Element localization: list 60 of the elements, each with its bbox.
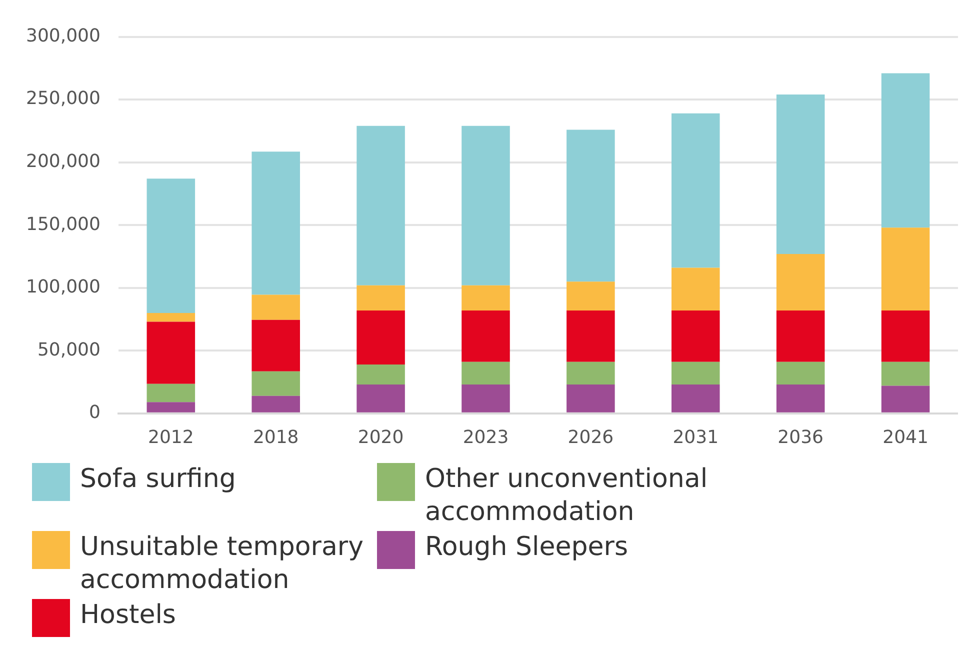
bar bbox=[146, 178, 196, 313]
x-tick-label: 2018 bbox=[252, 426, 299, 448]
bar bbox=[356, 126, 405, 286]
x-tick-label: 2031 bbox=[672, 426, 719, 448]
bar bbox=[881, 310, 930, 362]
y-tick-label: 100,000 bbox=[26, 276, 100, 298]
bar bbox=[356, 310, 405, 364]
y-tick-label: 250,000 bbox=[26, 88, 100, 110]
bar bbox=[776, 94, 825, 254]
bar bbox=[881, 386, 930, 412]
bar bbox=[776, 254, 825, 310]
bar bbox=[462, 310, 510, 362]
bar bbox=[672, 268, 720, 310]
x-tick-label: 2026 bbox=[568, 426, 614, 448]
bar bbox=[146, 312, 196, 322]
legend-label: Sofa surfing bbox=[80, 463, 236, 496]
bar bbox=[252, 152, 300, 295]
bar bbox=[881, 228, 930, 310]
legend-label: Hostels bbox=[80, 599, 176, 632]
y-tick-label: 50,000 bbox=[37, 339, 100, 360]
bar bbox=[252, 294, 300, 320]
bar bbox=[776, 384, 825, 412]
bar bbox=[566, 362, 615, 385]
bar bbox=[566, 282, 615, 310]
bar bbox=[462, 384, 510, 412]
bar bbox=[462, 126, 510, 286]
bar bbox=[881, 362, 930, 386]
bar bbox=[356, 285, 405, 310]
x-tick-label: 2020 bbox=[358, 426, 404, 448]
bar bbox=[566, 310, 615, 362]
legend-label: Rough Sleepers bbox=[425, 531, 628, 564]
bar bbox=[672, 113, 720, 268]
bar bbox=[672, 362, 720, 385]
bar bbox=[146, 402, 196, 412]
y-tick-label: 0 bbox=[88, 402, 100, 424]
x-tick-label: 2012 bbox=[148, 426, 194, 448]
bar bbox=[672, 384, 720, 412]
bar bbox=[146, 384, 196, 402]
x-tick-label: 2023 bbox=[462, 426, 509, 448]
bar bbox=[672, 310, 720, 362]
bar bbox=[146, 322, 196, 384]
bar bbox=[462, 362, 510, 385]
bar bbox=[462, 285, 510, 310]
bar bbox=[356, 384, 405, 412]
y-tick-label: 150,000 bbox=[26, 214, 100, 235]
bar bbox=[356, 364, 405, 385]
bar bbox=[776, 310, 825, 362]
x-tick-label: 2041 bbox=[882, 426, 928, 448]
bar bbox=[252, 396, 300, 412]
bar bbox=[776, 362, 825, 385]
x-tick-label: 2036 bbox=[778, 426, 824, 448]
legend-label: Unsuitable temporary accommodation bbox=[80, 531, 364, 597]
y-tick-label: 300,000 bbox=[26, 25, 100, 46]
bar bbox=[566, 384, 615, 412]
bar bbox=[252, 371, 300, 396]
bar bbox=[566, 130, 615, 282]
bar bbox=[881, 73, 930, 228]
legend-label: Other unconventional accommodation bbox=[425, 463, 709, 529]
y-tick-label: 200,000 bbox=[26, 151, 100, 172]
bar bbox=[252, 320, 300, 372]
